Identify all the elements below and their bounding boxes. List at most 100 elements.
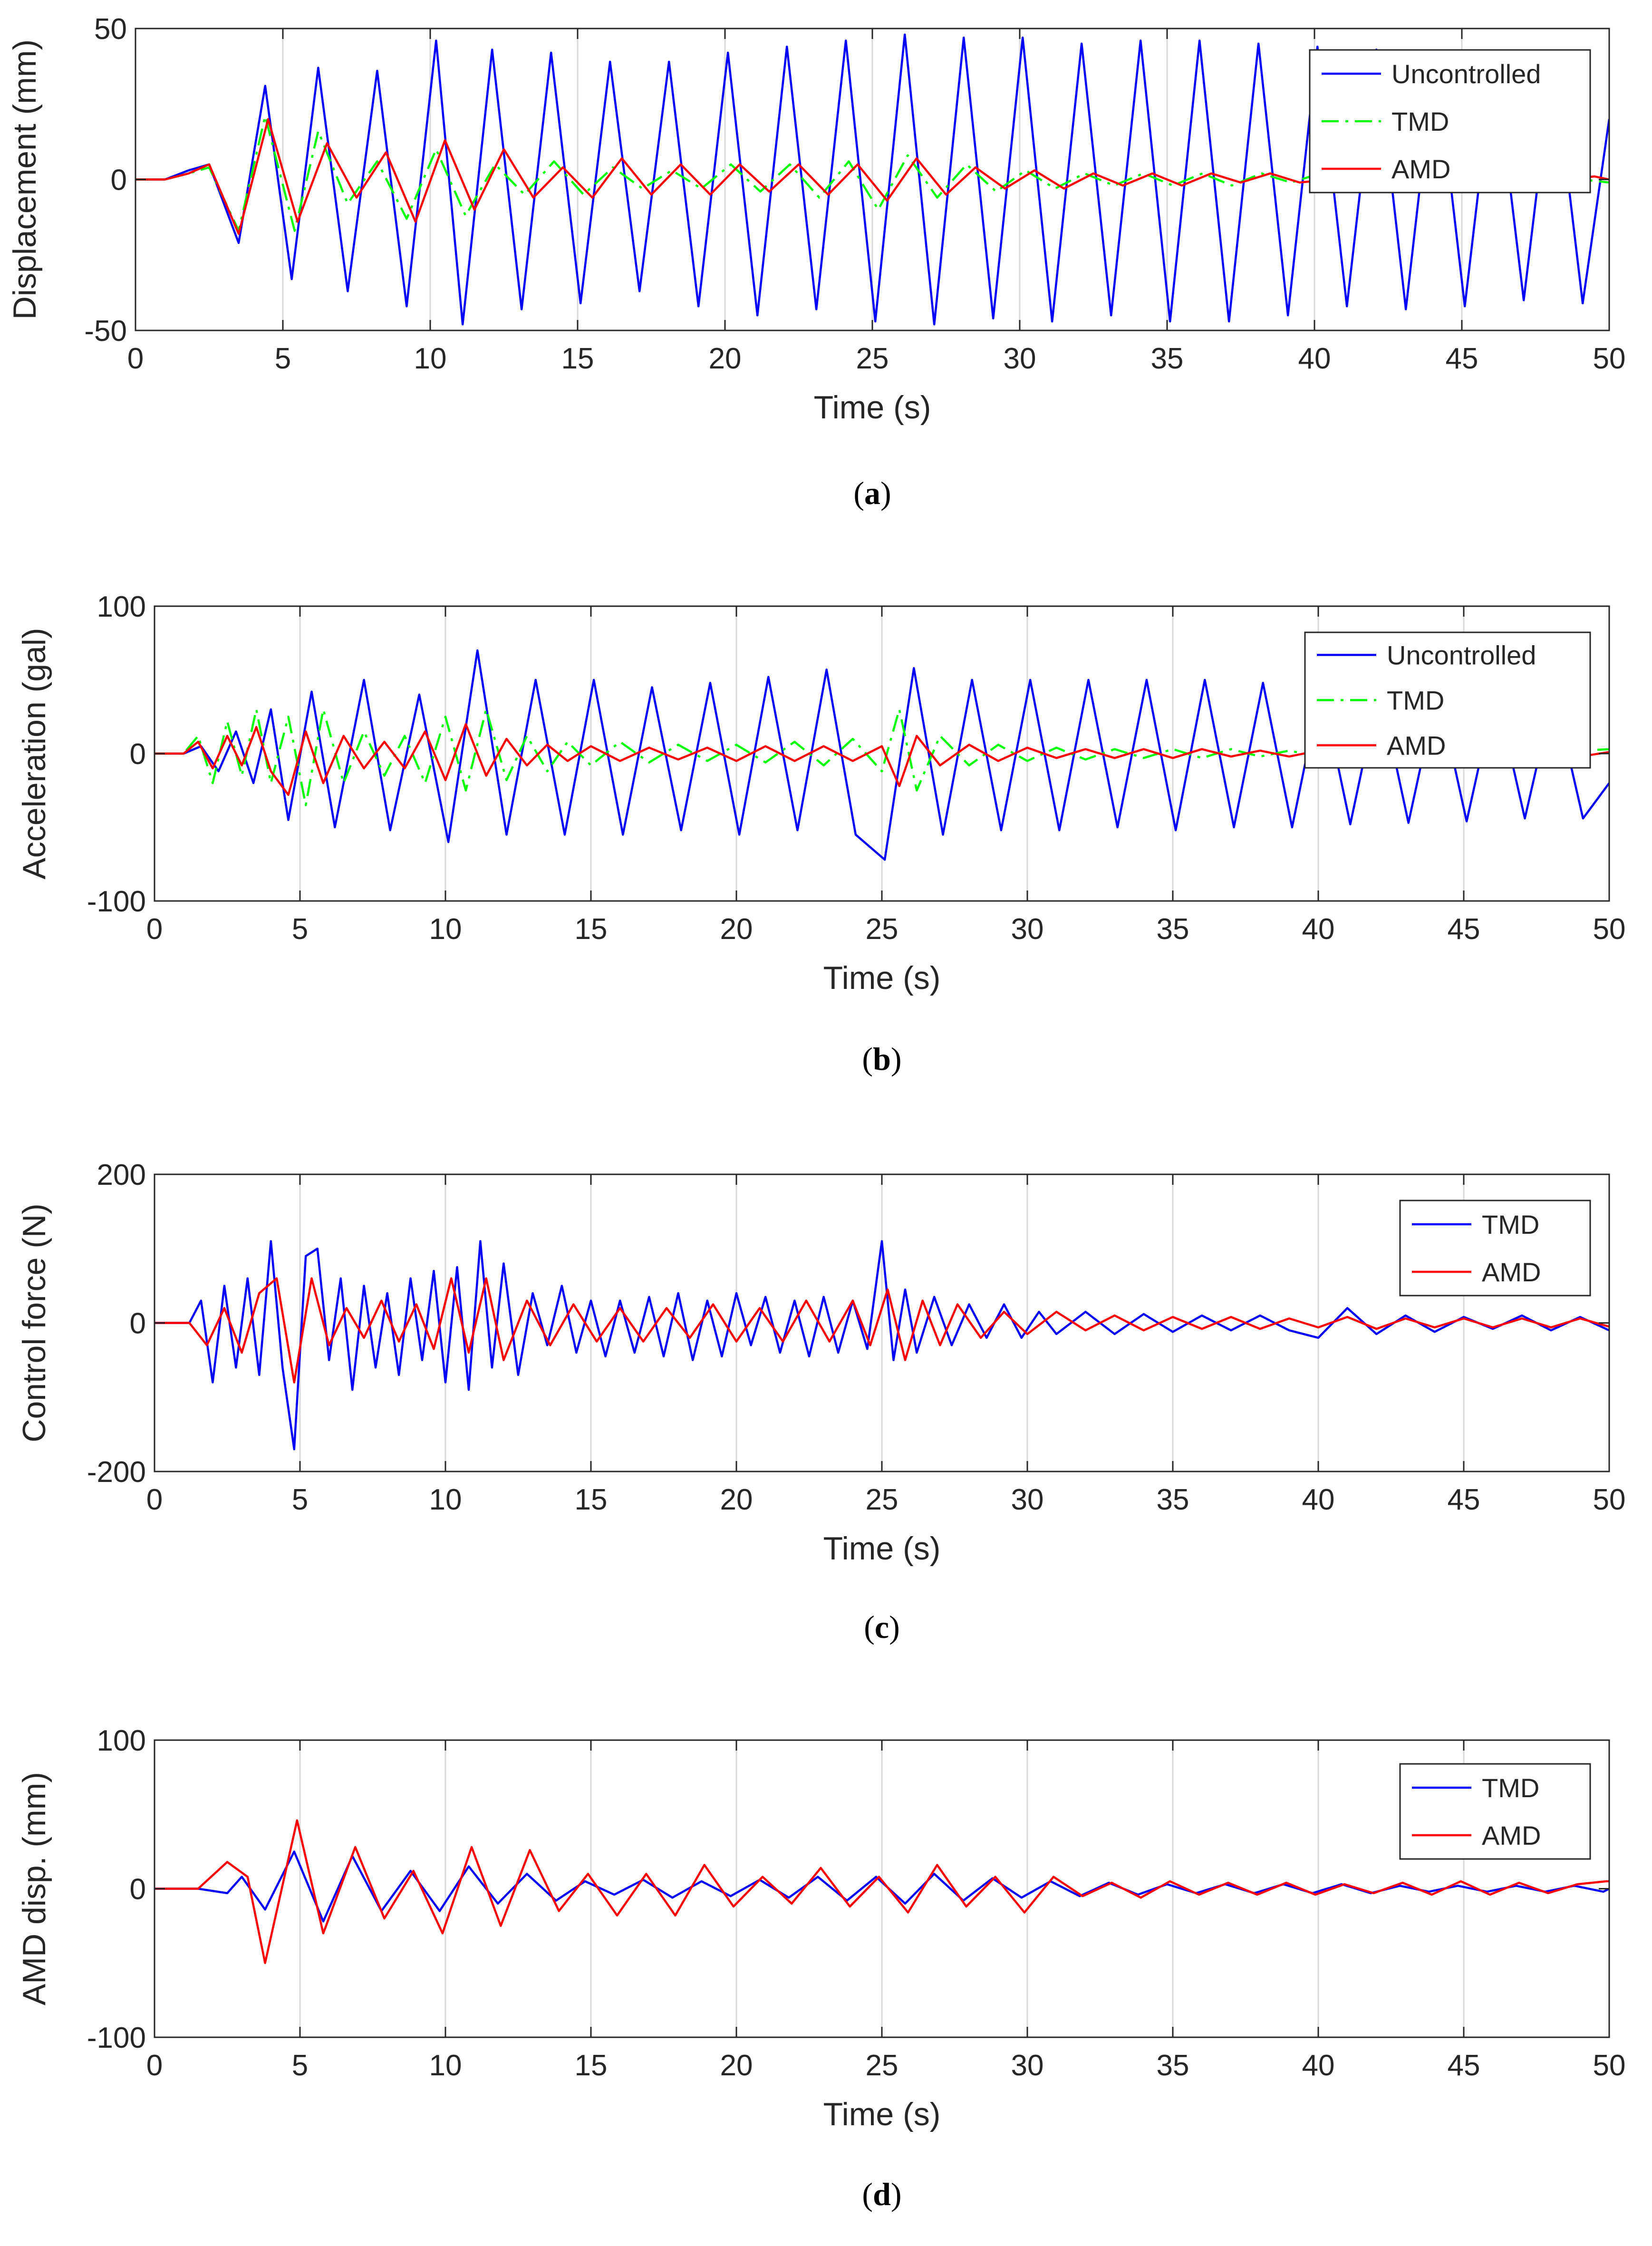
x-tick-label: 25 bbox=[856, 342, 889, 375]
x-tick-label: 30 bbox=[1011, 2049, 1044, 2082]
panel-caption: (a) bbox=[853, 475, 891, 511]
x-tick-label: 40 bbox=[1302, 1483, 1335, 1516]
x-tick-label: 40 bbox=[1298, 342, 1331, 375]
x-tick-label: 10 bbox=[429, 2049, 462, 2082]
x-tick-label: 35 bbox=[1157, 2049, 1189, 2082]
legend-label-amd: AMD bbox=[1387, 731, 1446, 761]
y-tick-label: -50 bbox=[84, 315, 127, 348]
caption-letter: b bbox=[873, 1041, 891, 1077]
legend: TMD AMD bbox=[1399, 1200, 1591, 1297]
x-tick-label: 0 bbox=[146, 913, 163, 946]
series-line-amd bbox=[155, 1819, 1609, 1965]
legend-label-tmd: TMD bbox=[1482, 1773, 1539, 1803]
panel-caption: (b) bbox=[862, 1041, 901, 1077]
y-axis-label: Acceleration (gal) bbox=[16, 628, 52, 879]
legend-label-uncontrolled: Uncontrolled bbox=[1391, 59, 1541, 89]
series-line-amd bbox=[135, 118, 1609, 235]
x-tick-label: 0 bbox=[127, 342, 144, 375]
legend: TMD AMD bbox=[1399, 1763, 1591, 1860]
x-axis-label: Time (s) bbox=[823, 2096, 941, 2132]
x-tick-label: 5 bbox=[292, 1483, 308, 1516]
x-tick-label: 20 bbox=[720, 913, 753, 946]
x-tick-label: 50 bbox=[1593, 1483, 1626, 1516]
legend-label-uncontrolled: Uncontrolled bbox=[1387, 640, 1536, 670]
x-tick-label: 25 bbox=[866, 913, 898, 946]
x-tick-label: 50 bbox=[1593, 2049, 1626, 2082]
legend-box bbox=[1399, 1763, 1591, 1860]
x-axis-label: Time (s) bbox=[814, 389, 931, 426]
legend-label-amd: AMD bbox=[1482, 1820, 1541, 1850]
x-tick-label: 40 bbox=[1302, 913, 1335, 946]
x-tick-label: 45 bbox=[1448, 2049, 1480, 2082]
x-tick-label: 25 bbox=[866, 1483, 898, 1516]
x-tick-label: 10 bbox=[429, 1483, 462, 1516]
x-axis-label: Time (s) bbox=[823, 960, 941, 996]
legend-label-tmd: TMD bbox=[1482, 1210, 1539, 1239]
y-tick-label: -100 bbox=[87, 885, 146, 918]
caption-close: ) bbox=[891, 2176, 902, 2212]
x-tick-label: 45 bbox=[1446, 342, 1478, 375]
legend: Uncontrolled TMD AMD bbox=[1309, 49, 1591, 194]
caption-open: ( bbox=[864, 1609, 875, 1645]
y-tick-label: 0 bbox=[130, 738, 146, 771]
caption-close: ) bbox=[891, 1041, 902, 1077]
x-tick-label: 20 bbox=[720, 2049, 753, 2082]
x-tick-label: 40 bbox=[1302, 2049, 1335, 2082]
panel-caption: (c) bbox=[864, 1609, 900, 1645]
series-line-tmd bbox=[155, 708, 1609, 806]
x-tick-label: 0 bbox=[146, 1483, 163, 1516]
caption-close: ) bbox=[889, 1609, 900, 1645]
x-tick-label: 50 bbox=[1593, 342, 1626, 375]
x-tick-label: 30 bbox=[1011, 913, 1044, 946]
legend-label-tmd: TMD bbox=[1387, 686, 1444, 716]
x-tick-label: 20 bbox=[709, 342, 742, 375]
y-tick-label: 100 bbox=[97, 591, 146, 623]
x-tick-label: 10 bbox=[429, 913, 462, 946]
x-tick-label: 5 bbox=[275, 342, 291, 375]
legend-label-amd: AMD bbox=[1391, 154, 1450, 184]
x-tick-label: 0 bbox=[146, 2049, 163, 2082]
x-tick-label: 15 bbox=[575, 1483, 608, 1516]
caption-open: ( bbox=[862, 1041, 873, 1077]
x-axis-label: Time (s) bbox=[823, 1530, 941, 1567]
caption-open: ( bbox=[853, 475, 864, 511]
x-tick-label: 45 bbox=[1448, 1483, 1480, 1516]
x-tick-label: 20 bbox=[720, 1483, 753, 1516]
caption-open: ( bbox=[862, 2176, 873, 2212]
x-tick-label: 15 bbox=[575, 2049, 608, 2082]
y-tick-label: 0 bbox=[111, 164, 127, 197]
x-tick-label: 15 bbox=[575, 913, 608, 946]
x-tick-label: 30 bbox=[1011, 1483, 1044, 1516]
legend-box bbox=[1399, 1200, 1591, 1297]
x-tick-label: 50 bbox=[1593, 913, 1626, 946]
x-tick-label: 45 bbox=[1448, 913, 1480, 946]
y-tick-label: 0 bbox=[130, 1873, 146, 1906]
legend: Uncontrolled TMD AMD bbox=[1304, 631, 1591, 769]
legend-label-tmd: TMD bbox=[1391, 106, 1449, 136]
y-tick-label: 200 bbox=[97, 1159, 146, 1191]
y-axis-label: Control force (N) bbox=[16, 1203, 52, 1442]
x-tick-label: 25 bbox=[866, 2049, 898, 2082]
caption-letter: c bbox=[875, 1609, 889, 1645]
x-tick-label: 35 bbox=[1151, 342, 1184, 375]
y-tick-label: 100 bbox=[97, 1724, 146, 1757]
x-tick-label: 30 bbox=[1004, 342, 1036, 375]
y-axis-label: AMD disp. (mm) bbox=[16, 1772, 52, 2005]
y-tick-label: -100 bbox=[87, 2022, 146, 2054]
series-line-uncontrolled bbox=[155, 649, 1609, 861]
x-tick-label: 35 bbox=[1157, 913, 1189, 946]
caption-letter: d bbox=[873, 2176, 891, 2212]
series-line-tmd bbox=[155, 1240, 1609, 1451]
x-tick-label: 10 bbox=[414, 342, 447, 375]
y-tick-label: -200 bbox=[87, 1456, 146, 1489]
series-line-amd bbox=[155, 1277, 1609, 1384]
y-tick-label: 0 bbox=[130, 1307, 146, 1340]
y-tick-label: 50 bbox=[94, 13, 127, 46]
panel-caption: (d) bbox=[862, 2176, 901, 2212]
caption-letter: a bbox=[864, 475, 880, 511]
